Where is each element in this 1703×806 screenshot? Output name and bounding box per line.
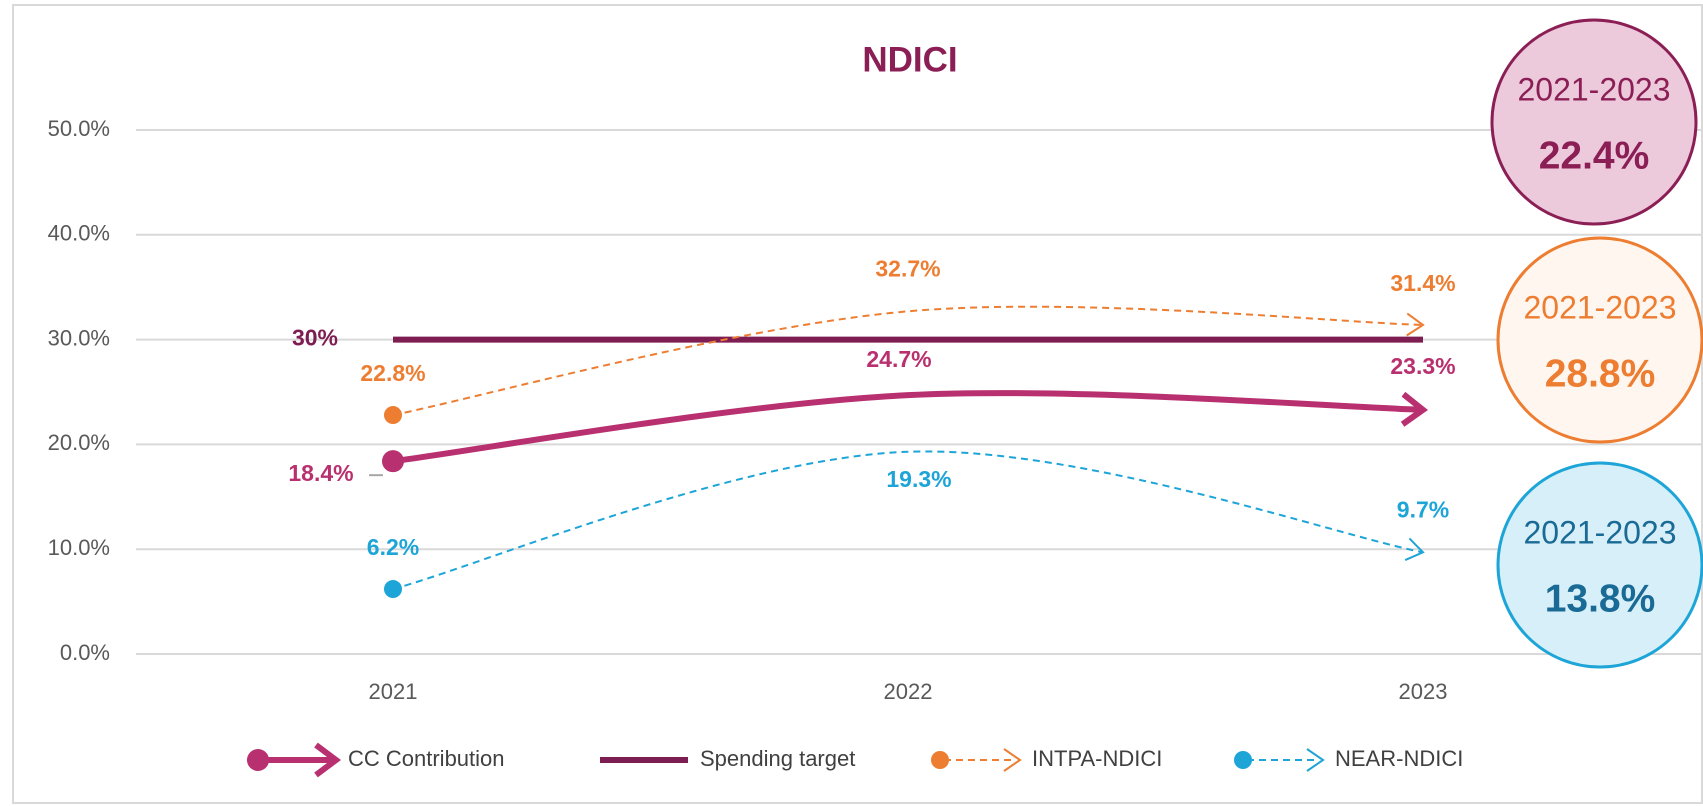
line-arrow: [1406, 312, 1425, 337]
summary-value: 22.4%: [1539, 134, 1650, 177]
point-marker: [382, 450, 404, 473]
y-tick-label: 20.0%: [48, 430, 110, 455]
y-tick-label: 30.0%: [48, 325, 110, 350]
series-line: [392, 450, 1424, 590]
legend-label: CC Contribution: [348, 746, 505, 771]
summary-label: 2021-2023: [1523, 514, 1676, 550]
chart-title: NDICI: [862, 40, 957, 79]
data-label: 9.7%: [1397, 496, 1449, 522]
data-label: 22.8%: [360, 360, 425, 386]
x-tick-label: 2022: [884, 679, 933, 704]
data-label: 31.4%: [1390, 270, 1455, 296]
summary-label: 2021-2023: [1517, 71, 1670, 107]
data-label: 30%: [292, 325, 338, 351]
summary-value: 28.8%: [1545, 352, 1656, 395]
data-label: 24.7%: [866, 346, 931, 372]
y-tick-label: 10.0%: [48, 535, 110, 560]
line-arrow: [1404, 537, 1425, 561]
summary-label: 2021-2023: [1523, 289, 1676, 325]
legend-label: Spending target: [700, 746, 855, 771]
legend-arrow: [1306, 748, 1325, 772]
legend-marker: [247, 749, 269, 771]
data-label: 18.4%: [288, 460, 353, 486]
legend-label: NEAR-NDICI: [1335, 746, 1463, 771]
summary-circle: [1496, 461, 1703, 669]
legend-marker: [1234, 751, 1252, 769]
point-marker: [384, 406, 402, 425]
series-line: [392, 305, 1424, 417]
y-tick-label: 40.0%: [48, 221, 110, 246]
series-line: [392, 390, 1424, 465]
x-tick-label: 2021: [369, 679, 418, 704]
legend-label: INTPA-NDICI: [1032, 746, 1162, 771]
legend-arrow: [314, 742, 341, 778]
y-tick-label: 50.0%: [48, 116, 110, 141]
summary-circle: [1490, 18, 1698, 226]
line-arrow: [1400, 391, 1428, 427]
data-label: 6.2%: [367, 534, 419, 560]
legend-marker: [931, 751, 949, 769]
data-label: 19.3%: [886, 466, 951, 492]
data-label: 32.7%: [875, 255, 940, 281]
x-tick-label: 2023: [1399, 679, 1448, 704]
legend-arrow: [1003, 748, 1022, 772]
chart-frame: [12, 4, 1703, 804]
summary-circle: [1496, 236, 1703, 444]
point-marker: [384, 580, 402, 599]
summary-value: 13.8%: [1545, 577, 1656, 620]
y-tick-label: 0.0%: [60, 640, 110, 665]
data-label: 23.3%: [1390, 353, 1455, 379]
